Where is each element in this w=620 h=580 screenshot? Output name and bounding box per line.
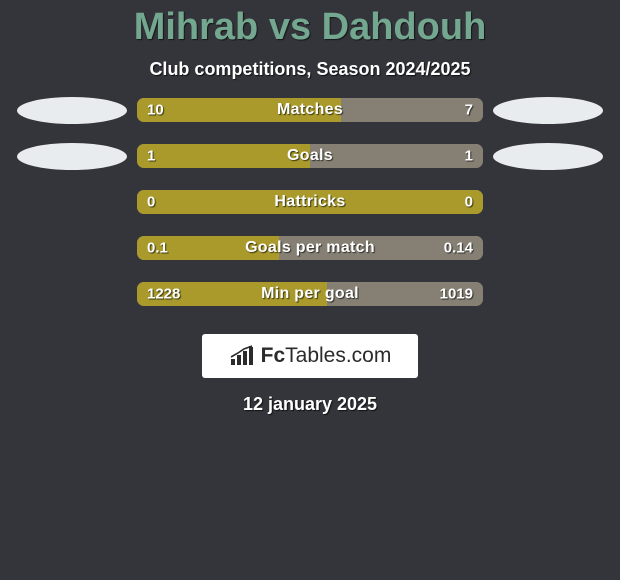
stat-label: Hattricks (137, 193, 483, 211)
stat-row: 1Goals1 (0, 144, 620, 168)
ellipse-spacer (17, 235, 127, 262)
page-title: Mihrab vs Dahdouh (0, 6, 620, 49)
bar-chart-icon (229, 345, 255, 367)
stat-label: Min per goal (137, 285, 483, 303)
player-left-ellipse-icon (17, 143, 127, 170)
ellipse-spacer (17, 189, 127, 216)
stat-rows: 10Matches71Goals10Hattricks00.1Goals per… (0, 98, 620, 306)
logo-text-c: .com (346, 344, 392, 367)
stat-row: 1228Min per goal1019 (0, 282, 620, 306)
stat-bar: 0.1Goals per match0.14 (137, 236, 483, 260)
stat-value-right: 0 (465, 194, 473, 211)
stat-bar: 10Matches7 (137, 98, 483, 122)
stat-label: Matches (137, 101, 483, 119)
stat-bar: 1228Min per goal1019 (137, 282, 483, 306)
logo-text: FcTables.com (261, 344, 392, 368)
ellipse-spacer (17, 281, 127, 308)
stat-label: Goals per match (137, 239, 483, 257)
stat-row: 10Matches7 (0, 98, 620, 122)
logo-text-b: Tables (285, 344, 346, 367)
stat-row: 0Hattricks0 (0, 190, 620, 214)
stat-value-right: 1 (465, 148, 473, 165)
player-right-ellipse-icon (493, 97, 603, 124)
snapshot-date: 12 january 2025 (0, 394, 620, 415)
stat-value-right: 7 (465, 102, 473, 119)
stat-value-right: 0.14 (444, 240, 473, 257)
subtitle: Club competitions, Season 2024/2025 (0, 59, 620, 80)
stat-bar: 1Goals1 (137, 144, 483, 168)
comparison-infographic: Mihrab vs Dahdouh Club competitions, Sea… (0, 0, 620, 580)
stat-value-right: 1019 (440, 286, 473, 303)
player-left-ellipse-icon (17, 97, 127, 124)
ellipse-spacer (493, 235, 603, 262)
fctables-logo: FcTables.com (202, 334, 418, 378)
logo-text-a: Fc (261, 344, 286, 367)
stat-row: 0.1Goals per match0.14 (0, 236, 620, 260)
stat-label: Goals (137, 147, 483, 165)
ellipse-spacer (493, 189, 603, 216)
stat-bar: 0Hattricks0 (137, 190, 483, 214)
ellipse-spacer (493, 281, 603, 308)
player-right-ellipse-icon (493, 143, 603, 170)
